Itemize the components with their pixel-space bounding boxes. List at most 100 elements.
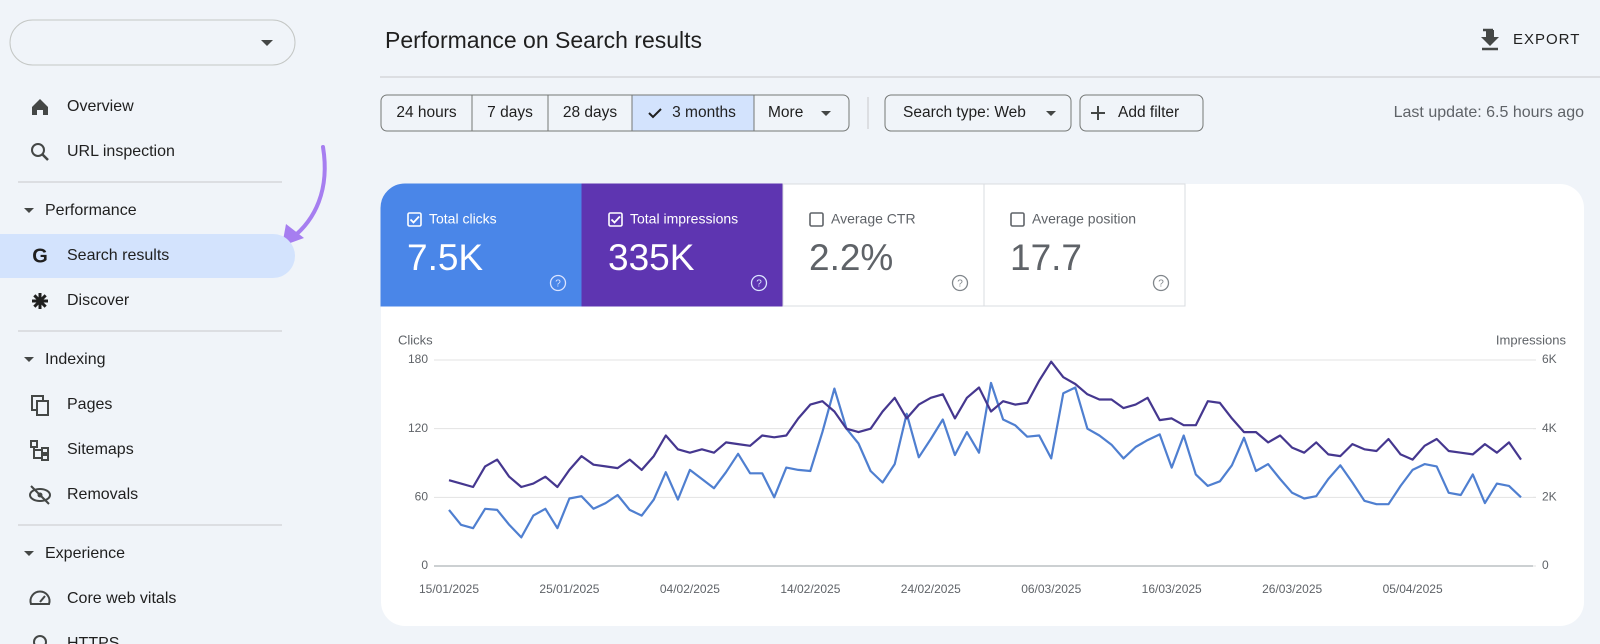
y2-tick-label: 2K [1542,490,1557,504]
x-tick-label: 26/03/2025 [1262,582,1322,596]
icon-vitals [39,595,46,603]
x-tick-label: 04/02/2025 [660,582,720,596]
help-icon [750,274,768,292]
series-line [448,381,1522,539]
help-icon-mark: ? [756,279,762,290]
add-filter-label: Add filter [1118,104,1179,121]
section-title[interactable]: Indexing [45,351,106,368]
nav-item[interactable]: Overview [67,98,134,115]
export-icon [1481,30,1499,46]
last-update: Last update: 6.5 hours ago [1394,104,1584,121]
x-tick-label: 06/03/2025 [1021,582,1081,596]
metric-value: 7.5K [407,237,483,278]
icon-google: G [32,245,48,267]
date-range-button[interactable] [472,95,548,131]
icon-search [31,143,45,157]
icon-removals [29,488,51,502]
y2-axis-title: Impressions [1496,332,1567,347]
metric-value: 17.7 [1010,237,1082,278]
help-icon-mark: ? [1158,279,1164,290]
date-range-label: 7 days [487,104,533,121]
annotation-arrow [290,145,327,240]
x-tick-label: 14/02/2025 [780,582,840,596]
icon-home [32,99,48,115]
metric-label: Average CTR [831,211,916,227]
section-toggle [24,357,34,362]
x-tick-label: 24/02/2025 [901,582,961,596]
search-type-button[interactable] [884,94,1072,132]
page-title: Performance on Search results [385,27,702,53]
help-icon [951,274,969,292]
date-range-button[interactable] [632,95,754,131]
x-tick-label: 05/04/2025 [1383,582,1443,596]
nav-item[interactable]: Core web vitals [67,590,176,607]
date-range-button[interactable] [754,95,849,131]
dropdown-arrow [261,40,273,46]
date-range-label: 3 months [672,104,736,121]
metric-value: 2.2% [809,237,893,278]
x-tick-label: 16/03/2025 [1142,582,1202,596]
icon-pages [36,400,49,416]
section-title[interactable]: Performance [45,202,137,219]
series-line [448,360,1522,489]
metric-label: Total clicks [429,211,497,227]
date-range-button[interactable] [381,95,472,131]
metric-checkbox [608,212,623,227]
icon-generic [33,635,47,644]
metric-checkbox [407,212,422,227]
metric-value: 335K [608,237,695,278]
metric-label: Average position [1032,211,1136,227]
section-toggle [24,551,34,556]
y2-tick-label: 0 [1542,558,1549,572]
y-tick-label: 180 [408,352,428,366]
y-axis-title: Clicks [398,332,433,347]
metric-check [610,215,621,224]
search-type-label: Search type: Web [903,104,1026,121]
check-icon [648,108,662,119]
section-title[interactable]: Experience [45,545,125,562]
metric-checkbox [1010,212,1025,227]
help-icon-mark: ? [555,279,561,290]
date-range-group-border [380,94,850,132]
y-tick-label: 0 [421,558,428,572]
nav-item[interactable]: Search results [67,247,169,264]
property-selector[interactable] [9,19,296,66]
nav-item[interactable]: Discover [67,292,130,309]
x-tick-label: 25/01/2025 [539,582,599,596]
y2-tick-label: 6K [1542,352,1557,366]
nav-item[interactable]: Removals [67,486,138,503]
nav-item[interactable]: Pages [67,396,112,413]
help-icon [1152,274,1170,292]
nav-item[interactable]: Sitemaps [67,441,134,458]
dropdown-arrow [821,111,831,116]
metric-label: Total impressions [630,211,738,227]
x-tick-label: 15/01/2025 [419,582,479,596]
icon-discover [33,294,47,308]
plus-icon [1091,106,1105,120]
icon-vitals [29,590,51,605]
icon-search [41,153,49,161]
icon-removals [30,485,50,505]
nav-item[interactable]: HTTPS [67,635,119,644]
help-icon-mark: ? [957,279,963,290]
add-filter-button[interactable] [1079,94,1204,132]
metric-check [409,215,420,224]
y-tick-label: 120 [408,421,428,435]
metric-tile[interactable] [983,183,1186,307]
date-range-label: 24 hours [396,104,457,121]
icon-sitemap [33,447,42,459]
dropdown-arrow [1046,111,1056,116]
help-icon [549,274,567,292]
section-toggle [24,208,34,213]
y-tick-label: 60 [415,490,429,504]
date-range-label: 28 days [563,104,618,121]
date-range-button[interactable] [548,95,632,131]
metric-checkbox [809,212,824,227]
metric-tile[interactable] [380,183,583,307]
nav-item[interactable]: URL inspection [67,143,175,160]
y2-tick-label: 4K [1542,421,1557,435]
date-range-label: More [768,104,803,121]
export-button[interactable]: EXPORT [1513,31,1580,48]
